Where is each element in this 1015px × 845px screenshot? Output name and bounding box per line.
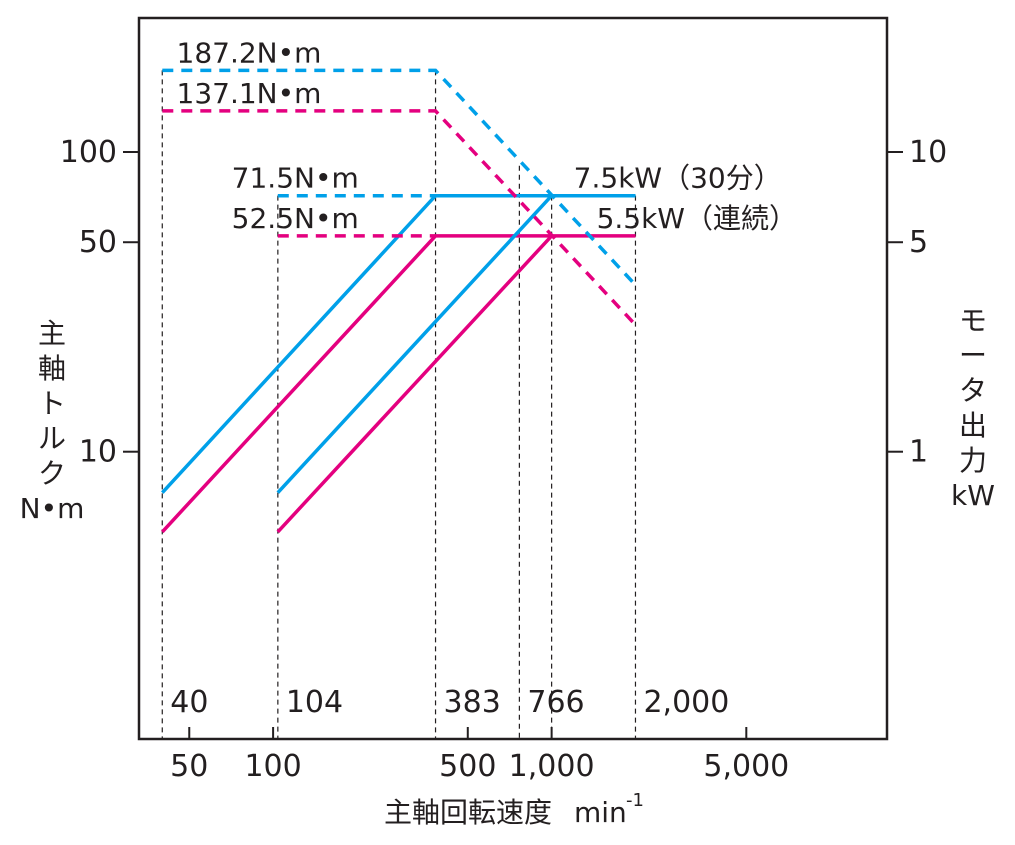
x-tick-label: 100 — [244, 749, 301, 784]
speed-reference-label: 40 — [170, 685, 208, 720]
max-torque-series-line — [162, 109, 637, 327]
y-right-axis-title-char: 力 — [959, 444, 987, 477]
y-right-axis-title-char: ー — [959, 339, 987, 372]
y-left-axis-title-char: ル — [38, 422, 66, 455]
y-left-tick-label: 100 — [60, 135, 117, 170]
y-right-tick-label: 1 — [909, 435, 928, 470]
y-right-axis-title-char: kW — [951, 479, 995, 512]
y-right-axis-title-char: 出 — [959, 409, 987, 442]
series-annotation: 5.5kW（連続） — [597, 202, 797, 235]
y-left-axis-title-char: 主 — [38, 317, 66, 350]
series-annotation: 187.2N•m — [177, 36, 322, 69]
y-right-axis-title-char: タ — [959, 374, 987, 407]
rated-series-line — [276, 234, 553, 534]
series-annotation: 71.5N•m — [232, 162, 359, 195]
max-torque-series-line — [162, 68, 637, 287]
y-right-tick-label: 10 — [909, 135, 947, 170]
series-annotation: 52.5N•m — [232, 202, 359, 235]
rated-series-line — [276, 194, 553, 494]
y-left-tick-label: 50 — [79, 225, 117, 260]
series-annotation: 137.1N•m — [177, 77, 322, 110]
x-axis-unit-exponent: -1 — [626, 790, 644, 811]
speed-reference-label: 383 — [444, 685, 501, 720]
x-tick-label: 1,000 — [509, 749, 595, 784]
x-tick-label: 500 — [439, 749, 496, 784]
speed-reference-label: 2,000 — [643, 685, 729, 720]
x-tick-label: 50 — [170, 749, 208, 784]
rated-series-line — [161, 193, 636, 494]
x-tick-label: 5,000 — [703, 749, 789, 784]
y-left-axis-title-char: ク — [38, 457, 66, 490]
y-right-tick-label: 5 — [909, 225, 928, 260]
speed-reference-label: 766 — [527, 685, 584, 720]
x-axis-title: 主軸回転速度 — [384, 796, 552, 829]
y-right-axis-title-char: モ — [959, 304, 987, 337]
y-left-axis-title-char: N•m — [20, 492, 85, 525]
speed-reference-label: 104 — [286, 685, 343, 720]
plot-frame — [137, 16, 889, 741]
y-left-axis-title-char: ト — [38, 387, 66, 420]
series-annotation: 7.5kW（30分） — [574, 162, 782, 195]
y-left-axis-title-char: 軸 — [38, 352, 66, 385]
y-left-tick-label: 10 — [79, 435, 117, 470]
x-axis-unit: min — [574, 796, 627, 829]
rated-series-line — [161, 234, 636, 534]
